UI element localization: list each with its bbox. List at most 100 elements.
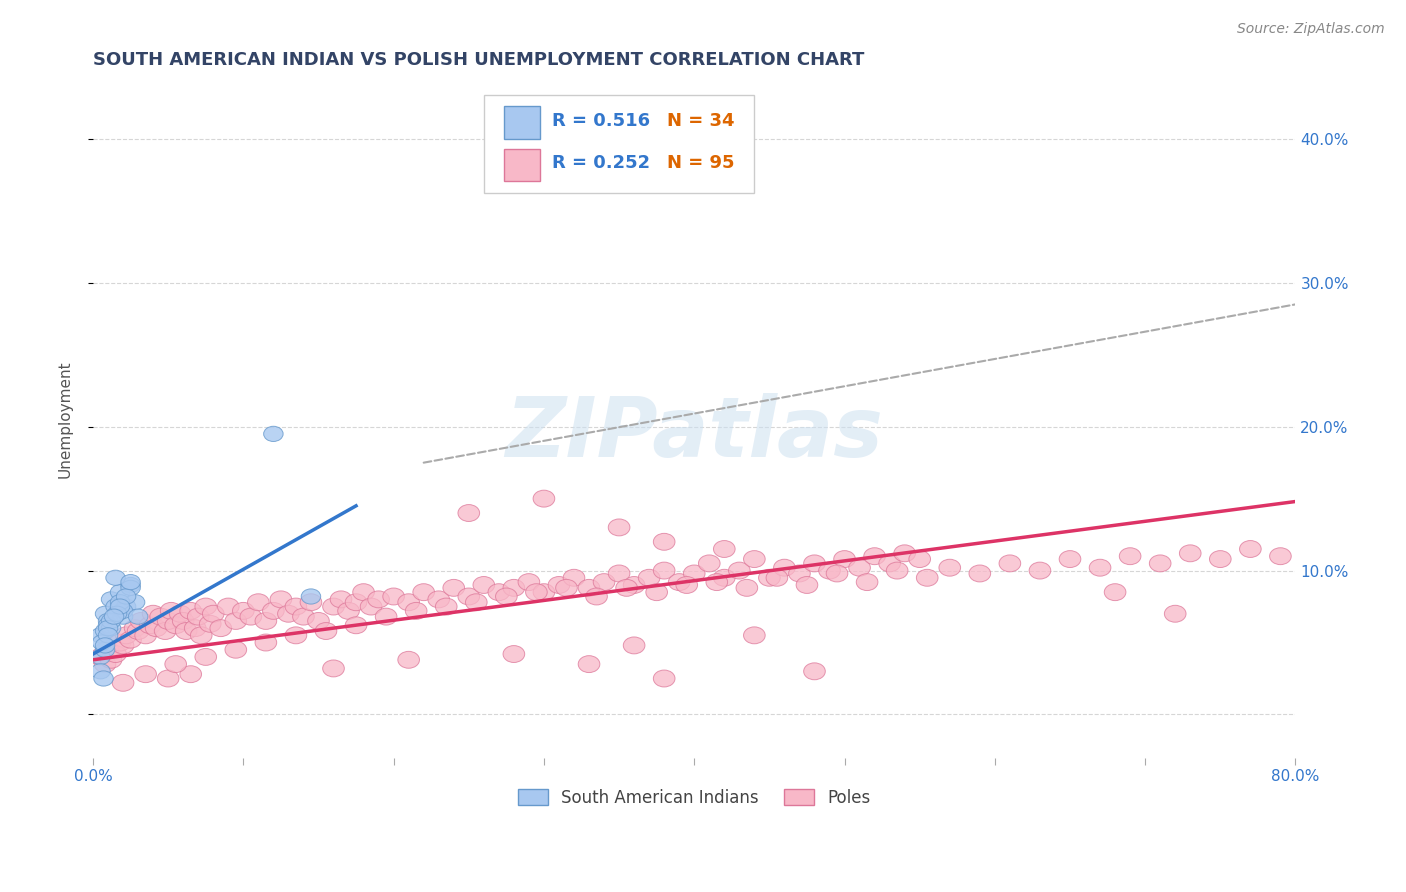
Ellipse shape	[917, 569, 938, 586]
Ellipse shape	[1209, 550, 1232, 567]
Ellipse shape	[202, 606, 224, 623]
Ellipse shape	[131, 613, 152, 630]
Ellipse shape	[713, 569, 735, 586]
Ellipse shape	[225, 613, 246, 630]
Ellipse shape	[1180, 545, 1201, 562]
Text: N = 95: N = 95	[666, 154, 734, 172]
Ellipse shape	[353, 583, 374, 600]
Ellipse shape	[586, 588, 607, 605]
FancyBboxPatch shape	[505, 149, 540, 181]
Ellipse shape	[114, 609, 132, 624]
Ellipse shape	[638, 569, 659, 586]
Ellipse shape	[1240, 541, 1261, 558]
Ellipse shape	[623, 576, 645, 593]
Ellipse shape	[533, 583, 555, 600]
Ellipse shape	[1000, 555, 1021, 572]
Ellipse shape	[308, 613, 329, 630]
Ellipse shape	[609, 519, 630, 536]
Ellipse shape	[97, 641, 120, 658]
Ellipse shape	[104, 646, 127, 663]
Text: R = 0.252: R = 0.252	[553, 154, 651, 172]
Ellipse shape	[101, 591, 121, 607]
Ellipse shape	[104, 609, 124, 624]
Ellipse shape	[105, 599, 125, 615]
Ellipse shape	[165, 656, 187, 673]
Ellipse shape	[503, 646, 524, 663]
Ellipse shape	[683, 565, 704, 582]
Ellipse shape	[368, 591, 389, 607]
Ellipse shape	[292, 608, 315, 625]
Ellipse shape	[323, 660, 344, 677]
Ellipse shape	[117, 589, 136, 604]
Ellipse shape	[555, 580, 578, 597]
Ellipse shape	[804, 663, 825, 680]
Ellipse shape	[969, 565, 991, 582]
Ellipse shape	[699, 555, 720, 572]
Ellipse shape	[427, 591, 450, 607]
Ellipse shape	[818, 562, 841, 579]
Text: R = 0.516: R = 0.516	[553, 112, 651, 130]
Ellipse shape	[145, 620, 167, 637]
Ellipse shape	[110, 584, 129, 599]
Ellipse shape	[1029, 562, 1050, 579]
Ellipse shape	[125, 595, 145, 610]
Ellipse shape	[789, 565, 810, 582]
Ellipse shape	[654, 562, 675, 579]
Ellipse shape	[405, 602, 427, 619]
Ellipse shape	[96, 624, 115, 639]
Ellipse shape	[1164, 606, 1187, 623]
Ellipse shape	[1149, 555, 1171, 572]
Ellipse shape	[360, 599, 382, 615]
Ellipse shape	[100, 651, 122, 668]
Ellipse shape	[654, 533, 675, 550]
Ellipse shape	[135, 665, 156, 682]
Ellipse shape	[645, 583, 668, 600]
Ellipse shape	[465, 594, 486, 611]
Ellipse shape	[98, 621, 118, 636]
Ellipse shape	[124, 620, 146, 637]
Ellipse shape	[759, 569, 780, 586]
Ellipse shape	[176, 623, 197, 640]
Ellipse shape	[766, 569, 787, 586]
Ellipse shape	[713, 541, 735, 558]
Ellipse shape	[254, 634, 277, 651]
Ellipse shape	[114, 603, 132, 618]
Ellipse shape	[90, 648, 111, 665]
FancyBboxPatch shape	[505, 106, 540, 139]
Ellipse shape	[382, 588, 405, 605]
Ellipse shape	[121, 574, 141, 590]
Text: Source: ZipAtlas.com: Source: ZipAtlas.com	[1237, 22, 1385, 37]
Ellipse shape	[744, 550, 765, 567]
Ellipse shape	[827, 565, 848, 582]
Ellipse shape	[346, 594, 367, 611]
Ellipse shape	[180, 665, 201, 682]
Ellipse shape	[155, 623, 176, 640]
Ellipse shape	[337, 602, 360, 619]
Ellipse shape	[209, 620, 232, 637]
Ellipse shape	[834, 550, 855, 567]
Ellipse shape	[105, 570, 125, 585]
Ellipse shape	[1119, 548, 1140, 565]
Ellipse shape	[94, 656, 115, 673]
Ellipse shape	[517, 574, 540, 591]
Ellipse shape	[616, 580, 637, 597]
Ellipse shape	[908, 550, 931, 567]
Ellipse shape	[128, 609, 148, 624]
Ellipse shape	[458, 588, 479, 605]
Ellipse shape	[773, 559, 796, 576]
Ellipse shape	[939, 559, 960, 576]
Ellipse shape	[121, 580, 141, 596]
Ellipse shape	[115, 627, 136, 644]
Ellipse shape	[533, 491, 555, 507]
Text: N = 34: N = 34	[666, 112, 734, 130]
Ellipse shape	[676, 576, 697, 593]
Ellipse shape	[1059, 550, 1081, 567]
Ellipse shape	[495, 588, 517, 605]
Ellipse shape	[190, 627, 212, 644]
Ellipse shape	[593, 574, 614, 591]
Ellipse shape	[879, 555, 900, 572]
Ellipse shape	[200, 615, 221, 632]
Legend: South American Indians, Poles: South American Indians, Poles	[512, 782, 877, 814]
Ellipse shape	[98, 628, 118, 643]
Ellipse shape	[135, 627, 156, 644]
